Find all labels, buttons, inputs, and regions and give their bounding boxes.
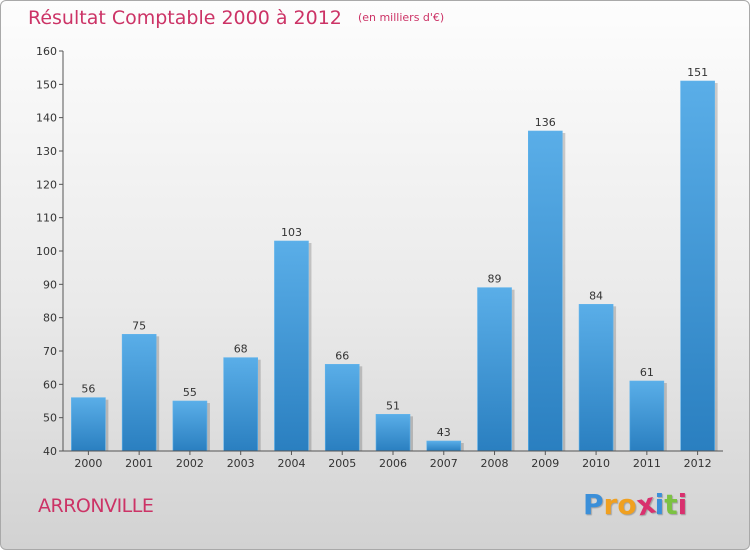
x-tick-label-2004: 2004 (277, 457, 305, 470)
y-tick-label-80: 80 (43, 312, 57, 325)
x-tick-label-2008: 2008 (481, 457, 509, 470)
y-tick-label-160: 160 (36, 45, 57, 58)
y-tick-label-130: 130 (36, 145, 57, 158)
bar-2000 (71, 397, 106, 452)
data-label-2006: 51 (386, 399, 400, 412)
x-tick-label-2000: 2000 (74, 457, 102, 470)
bar-2008 (477, 287, 512, 452)
axis-layer: 2000 2001 2002 2003 2004 2005 2006 2007 2008 2009… (36, 45, 723, 470)
data-label-2008: 89 (488, 273, 502, 286)
y-tick-label-60: 60 (43, 378, 57, 391)
bar-2006 (375, 414, 411, 452)
bar-2001 (121, 334, 157, 452)
town-name: ARRONVILLE (38, 495, 154, 517)
data-label-2001: 75 (132, 319, 146, 332)
x-tick-label-2005: 2005 (328, 457, 356, 470)
data-label-2003: 68 (234, 343, 248, 356)
data-label-2011: 61 (640, 366, 654, 379)
logo-letter-4: i (654, 488, 665, 521)
bar-2002 (172, 400, 208, 452)
logo-letter-2: o (617, 488, 637, 521)
bar-2010 (578, 304, 614, 452)
x-tick-label-2003: 2003 (227, 457, 255, 470)
chart-unit-label: (en milliers d'€) (357, 11, 445, 24)
x-tick-label-2012: 2012 (684, 457, 712, 470)
x-tick-label-2002: 2002 (176, 457, 204, 470)
logo-letter-5: t (664, 488, 678, 521)
bar-2012 (680, 80, 715, 452)
data-label-2002: 55 (183, 386, 197, 399)
x-tick-label-2011: 2011 (633, 457, 661, 470)
logo-letter-6: i (677, 488, 688, 521)
bar-2007 (426, 440, 462, 452)
bars-layer: 56 75 55 68 103 66 51 43 89 136 84 61 151 (71, 66, 718, 452)
x-tick-label-2007: 2007 (430, 457, 458, 470)
bar-2004 (274, 240, 309, 452)
data-label-2009: 136 (535, 116, 556, 129)
y-tick-label-120: 120 (36, 178, 57, 191)
y-tick-label-70: 70 (43, 345, 57, 358)
logo-letter-0: P (583, 488, 604, 521)
x-tick-label-2001: 2001 (125, 457, 153, 470)
y-tick-label-100: 100 (36, 245, 57, 258)
x-tick-label-2010: 2010 (582, 457, 610, 470)
bar-2003 (223, 357, 258, 452)
x-tick-label-2006: 2006 (379, 457, 407, 470)
y-tick-label-90: 90 (43, 278, 57, 291)
logo-letter-1: r (603, 488, 618, 521)
bar-2005 (324, 364, 360, 452)
data-label-2012: 151 (687, 66, 708, 79)
y-tick-label-50: 50 (43, 412, 57, 425)
data-label-2005: 66 (335, 349, 349, 362)
data-label-2000: 56 (81, 383, 95, 396)
y-tick-label-150: 150 (36, 78, 57, 91)
y-tick-label-110: 110 (36, 212, 57, 225)
bar-2009 (528, 130, 563, 452)
chart-title-text: Résultat Comptable 2000 à 2012 (28, 7, 342, 29)
y-tick-label-40: 40 (43, 445, 57, 458)
data-label-2004: 103 (281, 226, 302, 239)
bar-2011 (629, 380, 665, 452)
x-tick-label-2009: 2009 (531, 457, 559, 470)
data-label-2007: 43 (437, 426, 451, 439)
data-label-2010: 84 (589, 289, 603, 302)
proxiti-logo[interactable]: Proxiti (583, 486, 688, 522)
y-tick-label-140: 140 (36, 112, 57, 125)
chart-title: Résultat Comptable 2000 à 2012 (en milli… (28, 7, 444, 29)
